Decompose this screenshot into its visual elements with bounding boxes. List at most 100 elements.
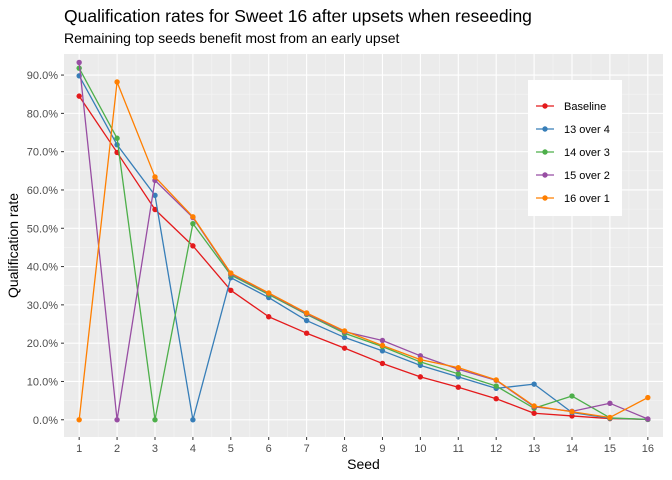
chart-subtitle: Remaining top seeds benefit most from an…	[64, 30, 400, 46]
y-tick-label: 90.0%	[27, 70, 58, 82]
y-tick-label: 0.0%	[33, 415, 58, 427]
y-axis-title: Qualification rate	[5, 193, 21, 298]
data-point-baseline	[152, 206, 158, 213]
data-point-baseline	[76, 93, 82, 99]
x-axis-title: Seed	[347, 456, 380, 472]
data-point-13-over-4	[531, 381, 537, 387]
x-tick-label: 13	[528, 443, 540, 455]
series-layer	[76, 59, 651, 423]
legend: Baseline 13 over 4 14 over 3 15 over 2 16 ov…	[528, 80, 622, 216]
x-tick-label: 3	[152, 443, 158, 455]
x-tick-label: 10	[414, 443, 426, 455]
legend-key-14-over-3	[536, 149, 554, 155]
x-tick-label: 15	[604, 443, 616, 455]
y-tick-label: 30.0%	[27, 300, 58, 312]
data-point-16-over-1	[190, 214, 196, 220]
data-point-baseline	[493, 396, 499, 402]
legend-key-13-over-4	[536, 126, 554, 132]
y-tick-label: 50.0%	[27, 223, 58, 235]
x-tick-label: 9	[379, 443, 385, 455]
legend-label-14-over-3: 14 over 3	[564, 147, 610, 159]
data-point-13-over-4	[303, 317, 310, 324]
legend-key-baseline	[536, 103, 554, 109]
data-point-15-over-2	[76, 59, 82, 66]
legend-key-point	[542, 126, 548, 132]
data-point-14-over-3	[569, 393, 575, 399]
data-point-16-over-1	[266, 290, 272, 296]
x-tick-label: 1	[76, 443, 82, 455]
legend-box	[528, 80, 622, 216]
x-tick-label: 12	[490, 443, 502, 455]
legend-key-point	[542, 103, 548, 109]
x-tick-label: 11	[453, 443, 464, 455]
series-line-13-over-4	[78, 75, 648, 421]
data-point-14-over-3	[493, 383, 499, 389]
x-tick-label: 7	[304, 443, 310, 455]
series-baseline	[76, 93, 651, 423]
legend-key-15-over-2	[536, 172, 554, 178]
data-point-14-over-3	[152, 417, 158, 423]
data-point-16-over-1	[114, 79, 120, 85]
data-point-baseline	[190, 243, 196, 249]
chart-title: Qualification rates for Sweet 16 after u…	[64, 6, 532, 26]
data-point-baseline	[379, 360, 386, 367]
y-tick-label: 10.0%	[27, 376, 58, 388]
data-point-baseline	[417, 374, 424, 380]
y-tick-label: 70.0%	[27, 147, 58, 159]
legend-key-point	[542, 195, 548, 201]
data-point-14-over-3	[190, 220, 196, 227]
data-point-16-over-1	[341, 328, 348, 334]
data-point-16-over-1	[645, 394, 651, 401]
legend-label-baseline: Baseline	[564, 101, 606, 113]
data-point-16-over-1	[455, 364, 461, 371]
legend-key-16-over-1	[536, 195, 554, 201]
data-point-16-over-1	[379, 342, 386, 349]
data-point-15-over-2	[417, 353, 424, 359]
data-point-14-over-3	[114, 135, 120, 141]
x-tick-label: 6	[266, 443, 272, 455]
legend-label-16-over-1: 16 over 1	[564, 193, 610, 205]
x-tick-label: 2	[114, 443, 120, 455]
y-tick-label: 60.0%	[27, 185, 58, 197]
data-point-13-over-4	[190, 417, 196, 423]
data-point-baseline	[266, 314, 272, 320]
data-point-13-over-4	[341, 334, 348, 341]
series-line-baseline	[78, 95, 648, 421]
data-point-16-over-1	[152, 174, 158, 180]
data-point-15-over-2	[607, 400, 613, 406]
x-tick-label: 5	[228, 443, 234, 455]
data-point-16-over-1	[607, 414, 613, 421]
data-point-baseline	[303, 330, 310, 336]
data-point-16-over-1	[493, 377, 499, 383]
x-tick-label: 8	[341, 443, 347, 455]
data-point-15-over-2	[379, 337, 386, 344]
y-tick-label: 80.0%	[27, 108, 58, 120]
data-point-16-over-1	[228, 270, 234, 276]
data-point-16-over-1	[569, 409, 575, 415]
data-point-baseline	[228, 287, 234, 294]
data-point-baseline	[455, 384, 461, 390]
series-16-over-1	[76, 79, 651, 423]
series-line-14-over-3	[78, 67, 648, 421]
legend-label-15-over-2: 15 over 2	[564, 170, 610, 182]
legend-key-point	[542, 172, 548, 178]
axes: 0.0% 10.0% 20.0% 30.0% 40.0% 50.0% 60.0% 70.0% 8…	[27, 70, 654, 455]
y-tick-label: 20.0%	[27, 338, 58, 350]
data-point-baseline	[341, 345, 348, 351]
data-point-15-over-2	[114, 417, 120, 423]
data-point-15-over-2	[645, 416, 651, 422]
data-point-13-over-4	[379, 348, 386, 354]
y-tick-label: 40.0%	[27, 262, 58, 274]
legend-key-point	[542, 149, 548, 155]
x-tick-label: 16	[642, 443, 654, 455]
x-tick-label: 14	[566, 443, 578, 455]
data-point-16-over-1	[417, 356, 424, 363]
data-point-16-over-1	[531, 403, 537, 409]
data-point-13-over-4	[152, 192, 158, 199]
data-point-14-over-3	[455, 371, 461, 377]
data-point-16-over-1	[76, 417, 82, 423]
data-point-16-over-1	[303, 310, 310, 316]
legend-label-13-over-4: 13 over 4	[564, 124, 610, 136]
